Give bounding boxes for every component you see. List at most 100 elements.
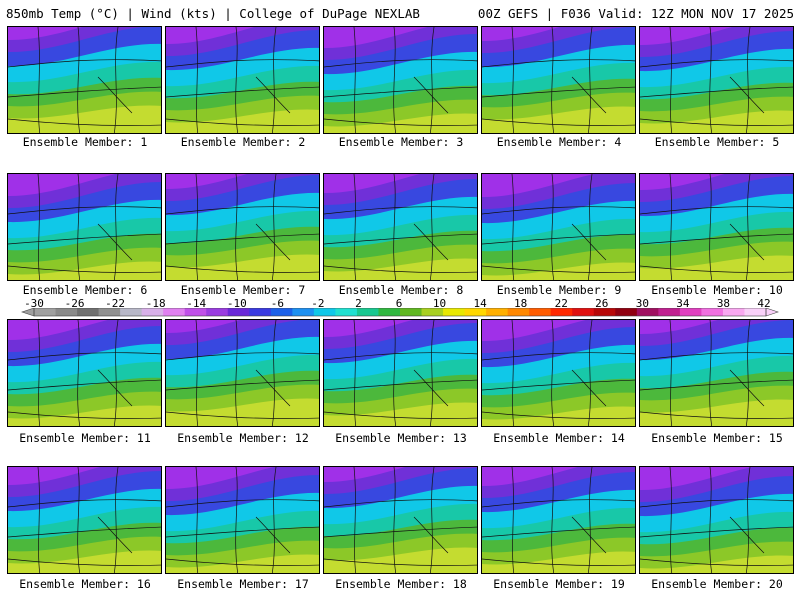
colorbar-swatch xyxy=(593,308,616,316)
ensemble-map-panel xyxy=(323,319,478,427)
ensemble-member-label: Ensemble Member: 5 xyxy=(654,135,780,149)
colorbar-tick-label: -10 xyxy=(226,297,247,310)
temperature-map xyxy=(482,27,635,133)
colorbar-swatch xyxy=(335,308,358,316)
ensemble-member-label: Ensemble Member: 4 xyxy=(496,135,622,149)
colorbar-tick-label: 14 xyxy=(473,297,487,310)
ensemble-member-label: Ensemble Member: 3 xyxy=(338,135,464,149)
ensemble-map-panel xyxy=(639,319,794,427)
colorbar-swatch xyxy=(400,308,423,316)
ensemble-map-panel xyxy=(639,173,794,281)
ensemble-map-panel xyxy=(7,26,162,134)
colorbar-swatch xyxy=(313,308,336,316)
ensemble-map-panel xyxy=(323,26,478,134)
colorbar-tick-label: 6 xyxy=(395,297,403,310)
colorbar-swatch xyxy=(77,308,100,316)
colorbar-swatch xyxy=(507,308,530,316)
ensemble-map-panel xyxy=(323,466,478,574)
colorbar-tick-label: -6 xyxy=(270,297,284,310)
temperature-map xyxy=(166,27,319,133)
colorbar-swatch xyxy=(249,308,272,316)
ensemble-map-panel xyxy=(481,173,636,281)
colorbar-swatch xyxy=(141,308,164,316)
colorbar-tick-label: 42 xyxy=(757,297,771,310)
colorbar-tick-label: 38 xyxy=(716,297,731,310)
model-valid-time: 00Z GEFS | F036 Valid: 12Z MON NOV 17 20… xyxy=(477,6,794,21)
ensemble-member-label: Ensemble Member: 16 xyxy=(19,577,151,591)
temperature-map xyxy=(166,320,319,426)
ensemble-map-panel xyxy=(165,319,320,427)
ensemble-map-panel xyxy=(165,26,320,134)
colorbar-swatch xyxy=(658,308,681,316)
ensemble-member-label: Ensemble Member: 19 xyxy=(493,577,625,591)
ensemble-member-label: Ensemble Member: 6 xyxy=(22,283,148,297)
colorbar-swatch xyxy=(636,308,659,316)
ensemble-member-label: Ensemble Member: 11 xyxy=(19,431,151,445)
temperature-map xyxy=(640,320,793,426)
colorbar-tick-label: -26 xyxy=(64,297,85,310)
colorbar-tick-label: -18 xyxy=(145,297,166,310)
ensemble-member-label: Ensemble Member: 7 xyxy=(180,283,306,297)
ensemble-map-panel xyxy=(7,173,162,281)
ensemble-map-panel xyxy=(481,319,636,427)
temperature-map xyxy=(8,174,161,280)
colorbar-swatch xyxy=(163,308,186,316)
map-title: 850mb Temp (°C) | Wind (kts) | College o… xyxy=(6,6,420,21)
ensemble-map-panel xyxy=(639,26,794,134)
ensemble-member-label: Ensemble Member: 18 xyxy=(335,577,467,591)
colorbar-swatch xyxy=(34,308,57,316)
ensemble-member-label: Ensemble Member: 10 xyxy=(651,283,783,297)
colorbar-swatch xyxy=(206,308,229,316)
temperature-map xyxy=(482,174,635,280)
temperature-map xyxy=(324,27,477,133)
colorbar-tick-label: 22 xyxy=(554,297,568,310)
colorbar-swatch xyxy=(464,308,487,316)
ensemble-member-label: Ensemble Member: 9 xyxy=(496,283,622,297)
ensemble-member-label: Ensemble Member: 14 xyxy=(493,431,625,445)
colorbar-tick-label: 18 xyxy=(514,297,528,310)
ensemble-map-panel xyxy=(323,173,478,281)
temperature-map xyxy=(640,174,793,280)
temperature-map xyxy=(324,320,477,426)
temperature-map xyxy=(640,467,793,573)
ensemble-map-panel xyxy=(7,466,162,574)
colorbar-strip xyxy=(21,308,779,317)
ensemble-map-panel xyxy=(481,26,636,134)
colorbar-tick-label: -2 xyxy=(311,297,325,310)
ensemble-member-label: Ensemble Member: 13 xyxy=(335,431,467,445)
ensemble-map-panel xyxy=(639,466,794,574)
colorbar-swatch xyxy=(421,308,444,316)
colorbar-swatch xyxy=(120,308,143,316)
ensemble-map-panel xyxy=(165,173,320,281)
temperature-map xyxy=(482,320,635,426)
colorbar-tick-label: 10 xyxy=(432,297,447,310)
ensemble-member-label: Ensemble Member: 20 xyxy=(651,577,783,591)
temperature-map xyxy=(482,467,635,573)
temperature-map xyxy=(166,174,319,280)
colorbar-swatch xyxy=(443,308,466,316)
colorbar-tick-label: 34 xyxy=(676,297,690,310)
ensemble-map-panel xyxy=(165,466,320,574)
colorbar-swatch xyxy=(679,308,702,316)
temperature-colorbar: -30 -26 -22 -18 -14 -10 -6 -2 2 6 10 14 18 22 26 30 34 38… xyxy=(0,297,800,321)
colorbar-swatch xyxy=(184,308,207,316)
colorbar-arrow xyxy=(765,308,779,317)
ensemble-member-label: Ensemble Member: 2 xyxy=(180,135,306,149)
colorbar-tick-label: -22 xyxy=(105,297,126,310)
ensemble-map-panel xyxy=(481,466,636,574)
colorbar-tick-label: 2 xyxy=(355,297,362,310)
colorbar-swatch xyxy=(722,308,745,316)
colorbar-swatch xyxy=(356,308,379,316)
colorbar-swatch xyxy=(529,308,552,316)
ensemble-map-panel xyxy=(7,319,162,427)
ensemble-member-label: Ensemble Member: 8 xyxy=(338,283,464,297)
colorbar-tick-label: 26 xyxy=(595,297,609,310)
colorbar-swatch xyxy=(227,308,250,316)
ensemble-member-label: Ensemble Member: 17 xyxy=(177,577,309,591)
colorbar-swatch xyxy=(98,308,121,316)
colorbar-swatch xyxy=(270,308,293,316)
temperature-map xyxy=(324,467,477,573)
ensemble-member-label: Ensemble Member: 12 xyxy=(177,431,309,445)
colorbar-swatch xyxy=(701,308,724,316)
colorbar-swatch xyxy=(744,308,767,316)
